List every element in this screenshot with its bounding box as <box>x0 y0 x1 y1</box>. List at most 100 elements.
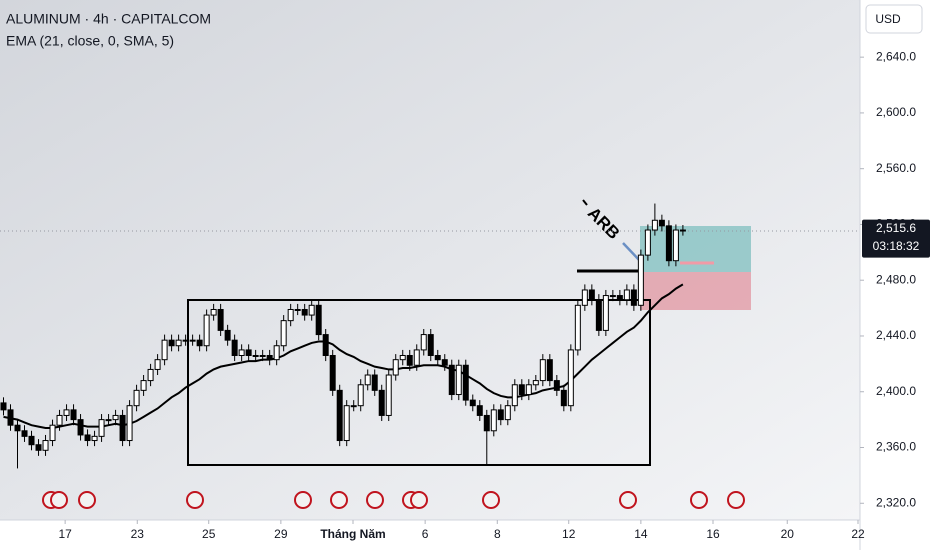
range-box <box>187 299 651 466</box>
event-icon[interactable] <box>50 491 68 509</box>
candle-body <box>581 289 588 306</box>
candle-body <box>630 289 637 306</box>
candle-body <box>588 289 595 301</box>
price-label-box <box>862 219 930 258</box>
currency: USD <box>875 12 901 26</box>
candle-body <box>140 380 147 391</box>
candle-body <box>322 334 329 356</box>
candle-body <box>420 334 427 351</box>
candle-body <box>469 399 476 407</box>
annotation-tick <box>582 199 588 206</box>
candle-body <box>609 295 616 298</box>
candle-body <box>14 424 21 432</box>
candle-body <box>0 402 7 411</box>
candle-body <box>287 308 294 322</box>
candle-body <box>574 304 581 351</box>
candle-body <box>168 339 175 347</box>
x-tick-label: 17 <box>58 527 72 541</box>
candle-body <box>7 409 14 426</box>
candle-body <box>518 384 525 396</box>
candle-body <box>294 308 301 311</box>
event-icon[interactable] <box>294 491 312 509</box>
candle-body <box>126 405 133 442</box>
x-tick-label: 12 <box>562 527 576 541</box>
countdown: 03:18:32 <box>873 239 920 253</box>
event-icon[interactable] <box>366 491 384 509</box>
candle-body <box>217 308 224 331</box>
candle-body <box>28 435 35 446</box>
candle-body <box>357 384 364 407</box>
target-zone <box>640 226 751 272</box>
y-tick-label: 2,360.0 <box>876 440 916 454</box>
event-icon[interactable] <box>330 491 348 509</box>
candle-body <box>315 304 322 336</box>
candle-body <box>504 405 511 421</box>
candle-body <box>511 384 518 407</box>
candle-body <box>651 219 658 231</box>
x-tick-label: 25 <box>202 527 216 541</box>
candle-body <box>623 289 630 301</box>
time-axis-background <box>0 520 860 550</box>
candle-body <box>252 354 259 357</box>
series <box>0 203 686 469</box>
candle-body <box>392 359 399 376</box>
candle-body <box>567 349 574 407</box>
candle-body <box>259 354 266 357</box>
x-tick-label: 22 <box>851 527 865 541</box>
event-icon[interactable] <box>78 491 96 509</box>
event-icon[interactable] <box>410 491 428 509</box>
stop-zone <box>640 272 751 310</box>
candle-body <box>35 444 42 451</box>
candle-body <box>91 435 98 442</box>
x-tick-label: 8 <box>494 527 501 541</box>
candle-body <box>371 374 378 391</box>
y-tick-label: 2,480.0 <box>876 272 916 286</box>
candle-body <box>329 354 336 391</box>
candle-body <box>301 308 308 316</box>
candle-body <box>532 380 539 386</box>
y-tick-label: 2,440.0 <box>876 328 916 342</box>
x-tick-label: 20 <box>781 527 795 541</box>
candle-body <box>77 419 84 436</box>
candle-body <box>308 304 315 316</box>
candle-body <box>224 329 231 341</box>
candle-body <box>196 339 203 347</box>
candle-body <box>175 339 182 347</box>
event-icon[interactable] <box>186 491 204 509</box>
candle-body <box>210 308 217 316</box>
candle-body <box>658 219 665 227</box>
candle-body <box>679 229 686 232</box>
event-icon[interactable] <box>727 491 745 509</box>
y-tick-label: 2,600.0 <box>876 105 916 119</box>
event-icons <box>42 491 745 509</box>
candle-body <box>455 364 462 396</box>
candle-body <box>553 380 560 391</box>
candle-body <box>427 334 434 356</box>
event-icon[interactable] <box>482 491 500 509</box>
candle-body <box>280 320 287 347</box>
x-tick-label: Tháng Năm <box>320 527 385 541</box>
candle-body <box>644 229 651 256</box>
currency-button[interactable] <box>865 4 923 34</box>
candle-body <box>154 359 161 370</box>
x-tick-label: 6 <box>422 527 429 541</box>
candle-body <box>245 349 252 356</box>
candle-body <box>385 374 392 416</box>
candle-body <box>112 414 119 421</box>
price-label: 2,515.6 <box>876 221 916 235</box>
candle-body <box>497 409 504 421</box>
x-tick-label: 14 <box>634 527 648 541</box>
indicator-label: EMA (21, close, 0, SMA, 5) <box>6 33 174 49</box>
x-tick-label: 23 <box>131 527 145 541</box>
event-icon[interactable] <box>690 491 708 509</box>
candle-body <box>462 364 469 401</box>
candle-body <box>560 389 567 407</box>
y-tick-label: 2,560.0 <box>876 161 916 175</box>
candle-body <box>70 409 77 421</box>
candle-body <box>266 354 273 361</box>
candle-body <box>672 229 679 262</box>
candle-body <box>42 440 49 451</box>
chart-title: ALUMINUM · 4h · CAPITALCOM <box>6 11 211 27</box>
event-icon[interactable] <box>619 491 637 509</box>
